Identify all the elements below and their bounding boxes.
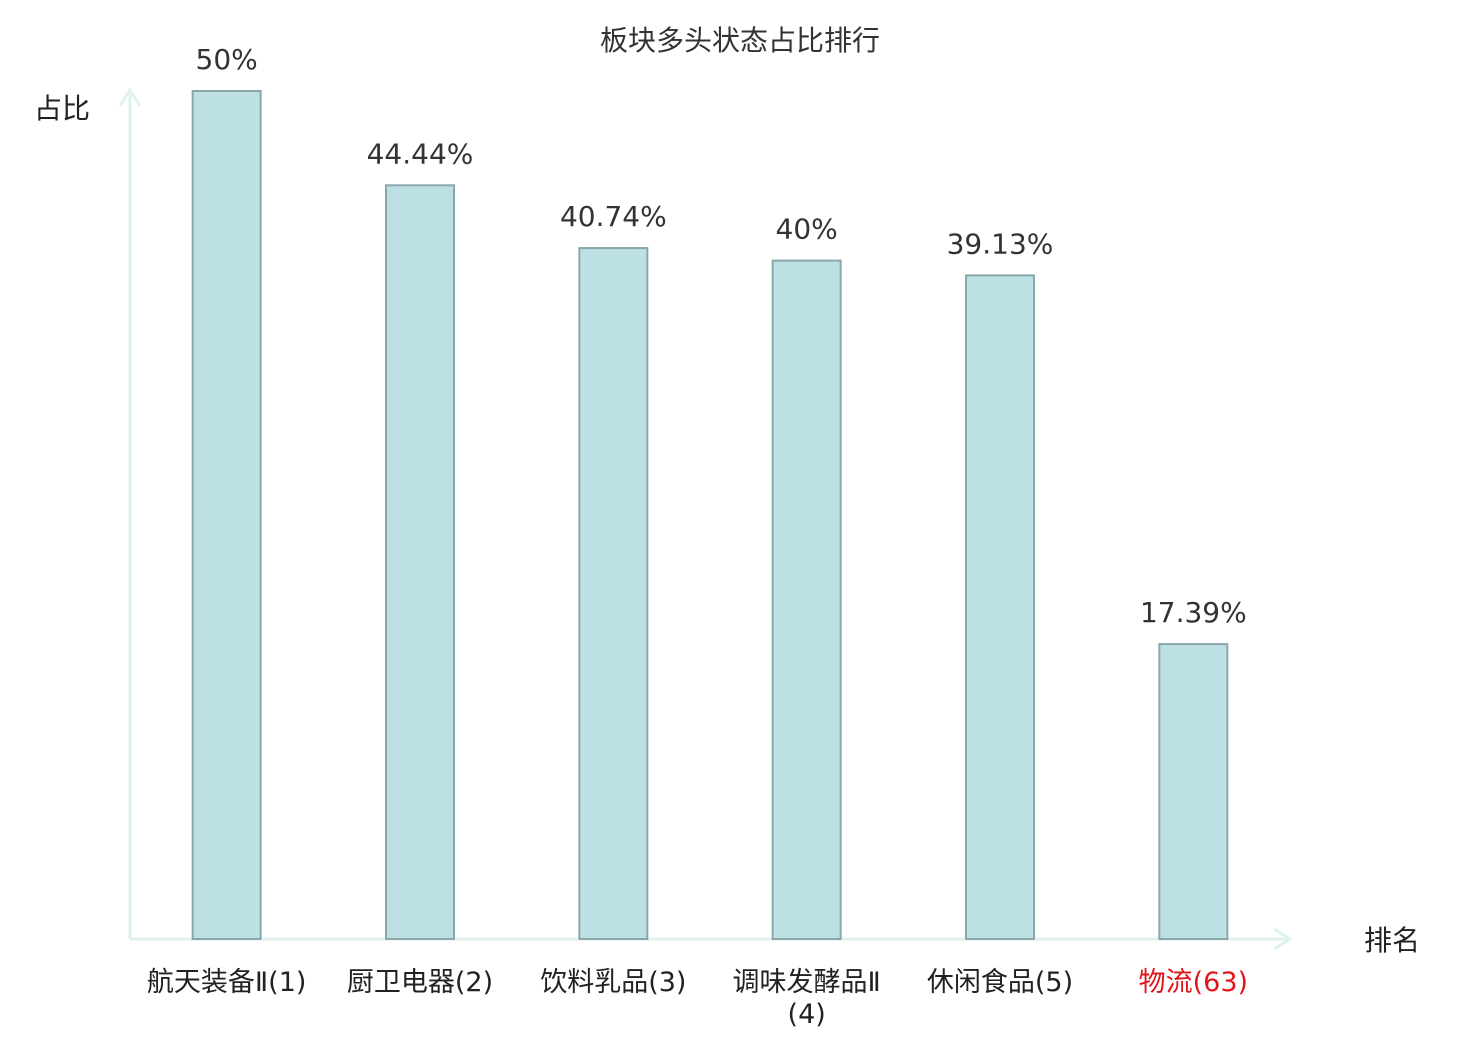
bar <box>771 259 842 941</box>
bar <box>578 247 649 940</box>
value-label: 50% <box>196 43 258 76</box>
chart-title: 板块多头状态占比排行 <box>600 24 880 57</box>
y-axis-arrow <box>118 87 142 107</box>
x-tick-label: 休闲食品(5) <box>926 967 1074 998</box>
value-label: 44.44% <box>367 137 474 170</box>
bar <box>965 274 1035 940</box>
value-label: 17.39% <box>1140 596 1247 629</box>
x-tick-label: 饮料乳品(3) <box>540 967 687 998</box>
x-axis-label: 排名 <box>1364 924 1420 957</box>
x-tick-label: 厨卫电器(2) <box>346 967 494 998</box>
value-label: 40% <box>776 213 838 246</box>
bar <box>1158 643 1229 940</box>
x-tick-label: 航天装备Ⅱ(1) <box>146 967 307 998</box>
bar <box>191 90 262 940</box>
bar <box>385 184 455 940</box>
value-label: 40.74% <box>560 200 667 233</box>
value-label: 39.13% <box>947 227 1054 260</box>
x-tick-label: 物流(63) <box>1138 967 1249 998</box>
x-tick-label: 调味发酵品Ⅱ(4) <box>732 967 881 1030</box>
y-axis-label: 占比 <box>34 92 90 125</box>
x-axis-arrow <box>1273 927 1293 951</box>
